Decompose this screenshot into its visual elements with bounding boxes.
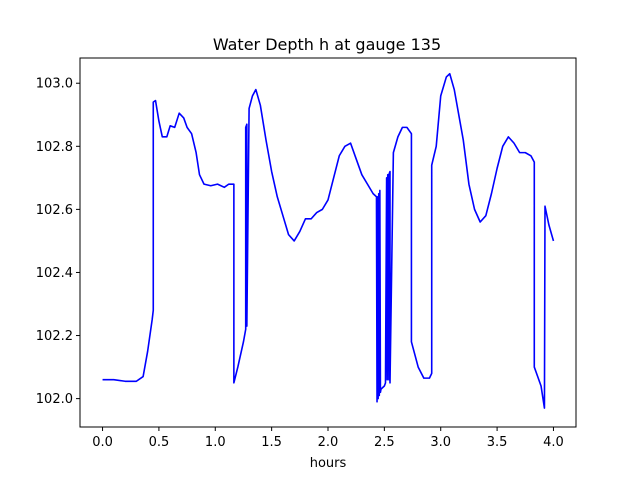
axes: 0.0 0.5 1.0 1.5 2.0 2.5 3.0 3.5 4.0 102.0 102.2 102… [36,57,577,450]
y-tick-label: 103.0 [36,77,73,92]
chart-title: Water Depth h at gauge 135 [213,35,441,54]
x-tick-label: 3.5 [487,435,508,450]
y-tick-label: 102.6 [36,203,73,218]
y-tick-label: 102.0 [36,392,73,407]
series-line-0 [102,72,555,409]
x-tick-label: 4.0 [543,435,564,450]
x-tick-label: 1.0 [205,435,226,450]
x-tick-label: 0.5 [149,435,170,450]
x-tick-label: 2.5 [374,435,395,450]
x-tick-label: 0.0 [92,435,113,450]
y-tick-label: 102.4 [36,266,73,281]
x-tick-label: 2.0 [318,435,339,450]
y-tick-label: 102.2 [36,329,73,344]
x-tick-label: 1.5 [261,435,282,450]
x-axis-label: hours [310,456,347,471]
plot-area [102,72,555,409]
y-tick-label: 102.8 [36,140,73,155]
x-tick-label: 3.0 [430,435,451,450]
